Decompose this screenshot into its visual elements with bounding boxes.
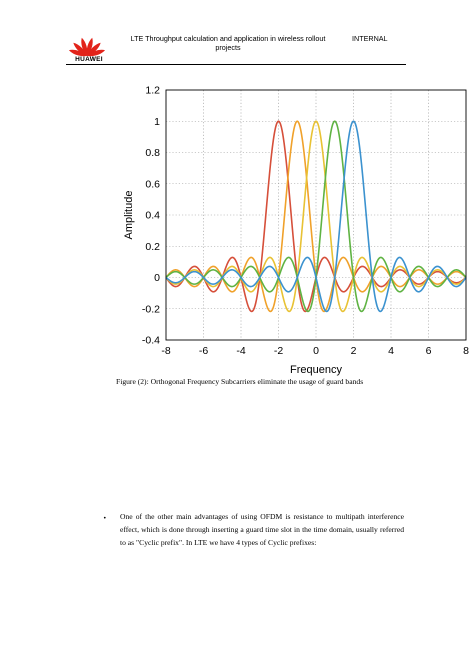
chart-ticks: -8 -6 -4 -2 0 2 4 6 8 -0.4 -0.2 0 0.2 0.4 0.6 0.8 1 1.2	[142, 85, 469, 358]
y-tick-label: 0.2	[145, 241, 160, 253]
x-tick-label: -2	[274, 345, 283, 357]
x-tick-label: -4	[236, 345, 245, 357]
y-tick-label: -0.2	[142, 303, 160, 315]
y-tick-label: 0.6	[145, 178, 160, 190]
chart-grid	[166, 90, 466, 340]
x-tick-label: 0	[313, 345, 319, 357]
bullet-paragraph: One of the other main advantages of usin…	[120, 512, 404, 547]
x-tick-label: 6	[426, 345, 432, 357]
subcarrier-chart: -8 -6 -4 -2 0 2 4 6 8 -0.4 -0.2 0 0.2 0.4 0.6 0.8 1 1.2 F…	[123, 85, 469, 377]
plot-frame	[165, 89, 467, 341]
x-axis-label: Frequency	[290, 364, 342, 376]
y-tick-label: -0.4	[142, 335, 160, 347]
chart-series-group	[165, 120, 467, 313]
y-tick-label: 0.4	[145, 210, 160, 222]
subcarrier-curve-5	[165, 120, 467, 313]
document-title: LTE Throughput calculation and applicati…	[130, 34, 326, 52]
x-tick-label: 8	[463, 345, 469, 357]
bullet-marker: •	[103, 515, 107, 522]
huawei-logo-icon	[68, 37, 106, 57]
x-tick-label: -8	[161, 345, 170, 357]
y-axis-label: Amplitude	[123, 191, 135, 240]
header-divider	[66, 64, 406, 65]
x-tick-label: 4	[388, 345, 394, 357]
figure-caption: Figure (2): Orthogonal Frequency Subcarr…	[116, 377, 364, 386]
brand-name: HUAWEI	[75, 56, 103, 63]
subcarrier-curve-3	[165, 120, 467, 313]
y-tick-label: 0	[154, 272, 160, 284]
x-tick-label: -6	[199, 345, 208, 357]
y-tick-label: 1.2	[145, 85, 160, 97]
classification-label: INTERNAL	[352, 34, 388, 43]
y-tick-label: 1	[154, 116, 160, 128]
y-tick-label: 0.8	[145, 147, 160, 159]
x-tick-label: 2	[351, 345, 357, 357]
